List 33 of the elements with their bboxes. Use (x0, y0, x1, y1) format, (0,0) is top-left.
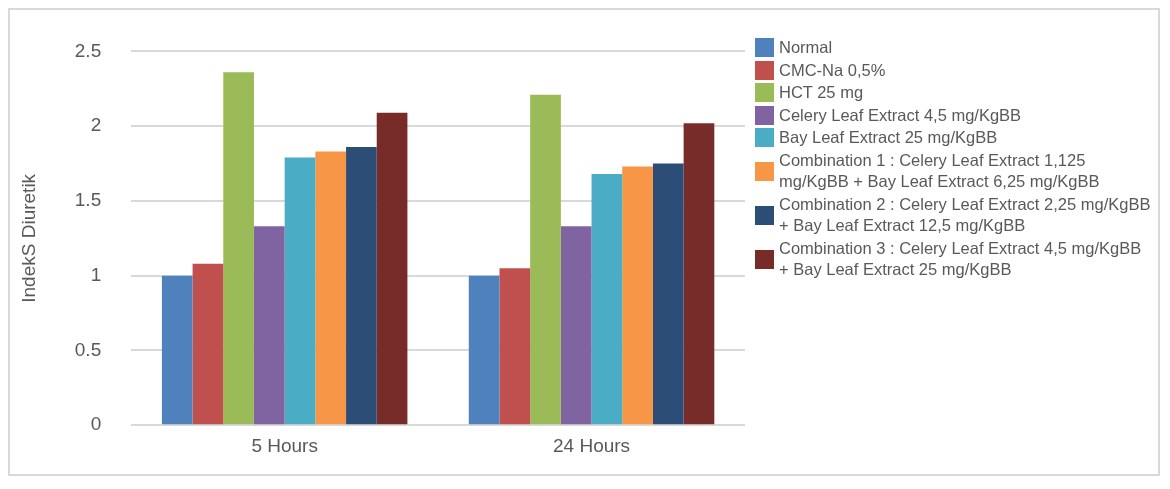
bar (346, 147, 377, 425)
x-tick-label: 24 Hours (553, 434, 631, 456)
y-tick-label: 0.5 (74, 338, 102, 360)
bar (284, 157, 316, 425)
x-tick-label: 5 Hours (251, 434, 318, 456)
y-tick-label: 0 (90, 413, 102, 435)
legend-label: Bay Leaf Extract 25 mg/KgBB (779, 127, 998, 148)
legend-label: Combination 1 : Celery Leaf Extract 1,125 mg/KgBB + Bay Leaf Extract 6,25 mg/KgBB (779, 149, 1101, 192)
y-tick-label: 1 (90, 263, 102, 285)
y-axis-title: IndekS Diuretik (17, 173, 39, 303)
bar (560, 226, 592, 425)
legend-label: Normal (779, 37, 833, 58)
bar (253, 226, 285, 425)
legend-label: Combination 3 : Celery Leaf Extract 4,5 mg/KgBB + Bay Leaf Extract 25 mg/KgBB (779, 237, 1143, 280)
y-tick-label: 2 (90, 114, 102, 136)
bar (530, 94, 561, 425)
legend-label: Celery Leaf Extract 4,5 mg/KgBB (779, 104, 1022, 126)
y-tick-label: 1.5 (74, 189, 102, 211)
bar (468, 275, 500, 425)
bar (652, 163, 684, 425)
legend-label: HCT 25 mg (779, 82, 864, 103)
y-tick-label: 2.5 (74, 39, 102, 61)
bar (161, 275, 193, 425)
legend-label: CMC-Na 0,5% (779, 59, 886, 81)
bar (376, 112, 408, 425)
bar (683, 123, 715, 425)
legend-label: Combination 2 : Celery Leaf Extract 2,25 mg/KgBB + Bay Leaf Extract 12,5 mg/KgBB (779, 193, 1152, 236)
bar (315, 151, 347, 425)
bar (591, 174, 623, 425)
bar (499, 268, 531, 425)
bar (223, 72, 254, 425)
bar (192, 263, 224, 425)
bar (622, 166, 653, 425)
